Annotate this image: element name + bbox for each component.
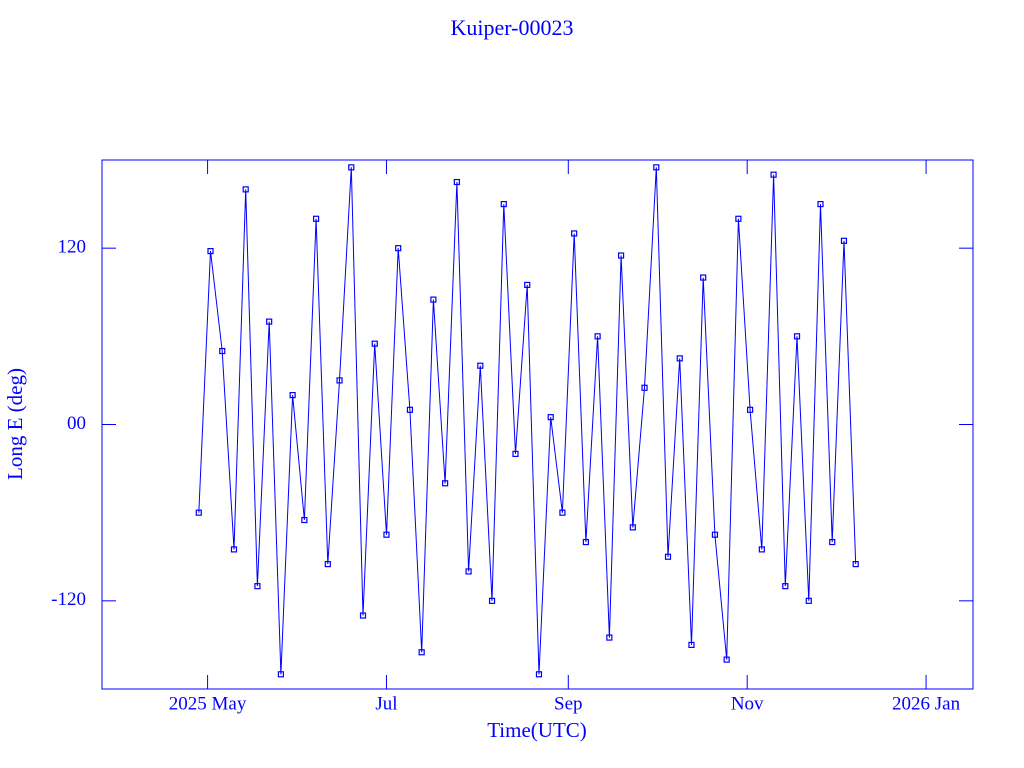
data-point [617,252,625,259]
data-point [559,509,566,516]
data-point [688,641,695,649]
data-point [653,164,660,171]
data-point [312,215,320,222]
data-point [700,274,707,281]
data-point [254,583,261,590]
data-point [453,178,460,186]
data-point [406,406,414,413]
y-tick-label: -120 [51,589,86,610]
data-point [829,538,836,546]
data-point [395,245,402,252]
data-point [207,248,214,255]
data-point [664,553,672,560]
data-point [770,171,777,178]
data-point [442,480,449,487]
data-point [465,568,472,575]
data-point [242,186,249,193]
data-point [195,509,202,516]
series-line [198,167,857,675]
data-point [230,546,238,553]
chart-title: Kuiper-00023 [451,15,574,40]
data-point [289,392,296,399]
x-tick-label: 2026 Jan [892,693,961,714]
data-point [524,281,531,289]
data-point [277,671,284,678]
x-tick-label: Sep [554,693,583,714]
data-point [430,296,437,303]
data-point [547,414,554,421]
data-point [266,318,273,325]
y-tick-label: 00 [67,413,86,434]
data-point [535,671,543,678]
data-point [500,200,507,208]
data-point [793,333,801,340]
data-point [324,560,331,568]
data-point [336,377,343,384]
data-point [571,230,578,237]
data-point [805,597,812,604]
data-point [641,384,648,391]
y-axis-label: Long E (deg) [3,368,27,480]
data-point [817,200,824,208]
data-point [758,546,765,553]
data-point [359,612,367,619]
data-point [840,237,848,244]
data-point [219,347,226,355]
data-point [606,634,613,641]
x-tick-label: Jul [375,693,397,714]
data-point [488,597,496,604]
data-point [852,560,859,568]
data-point [348,164,355,171]
data-point [418,649,425,656]
data-point [477,362,484,369]
data-point [711,531,719,538]
data-point [676,355,683,362]
x-tick-label: 2025 May [169,693,247,714]
data-point [735,215,742,222]
x-tick-label: Nov [731,693,764,714]
x-axis-label: Time(UTC) [487,718,587,742]
data-point [594,333,601,340]
data-point [747,406,754,413]
y-tick-label: 120 [58,237,87,258]
data-point [301,516,308,524]
data-point [782,583,789,590]
data-point [582,538,589,546]
data-point [371,340,378,347]
data-point [723,656,730,663]
data-point [512,450,519,457]
data-point [383,531,390,538]
data-point [629,524,636,531]
